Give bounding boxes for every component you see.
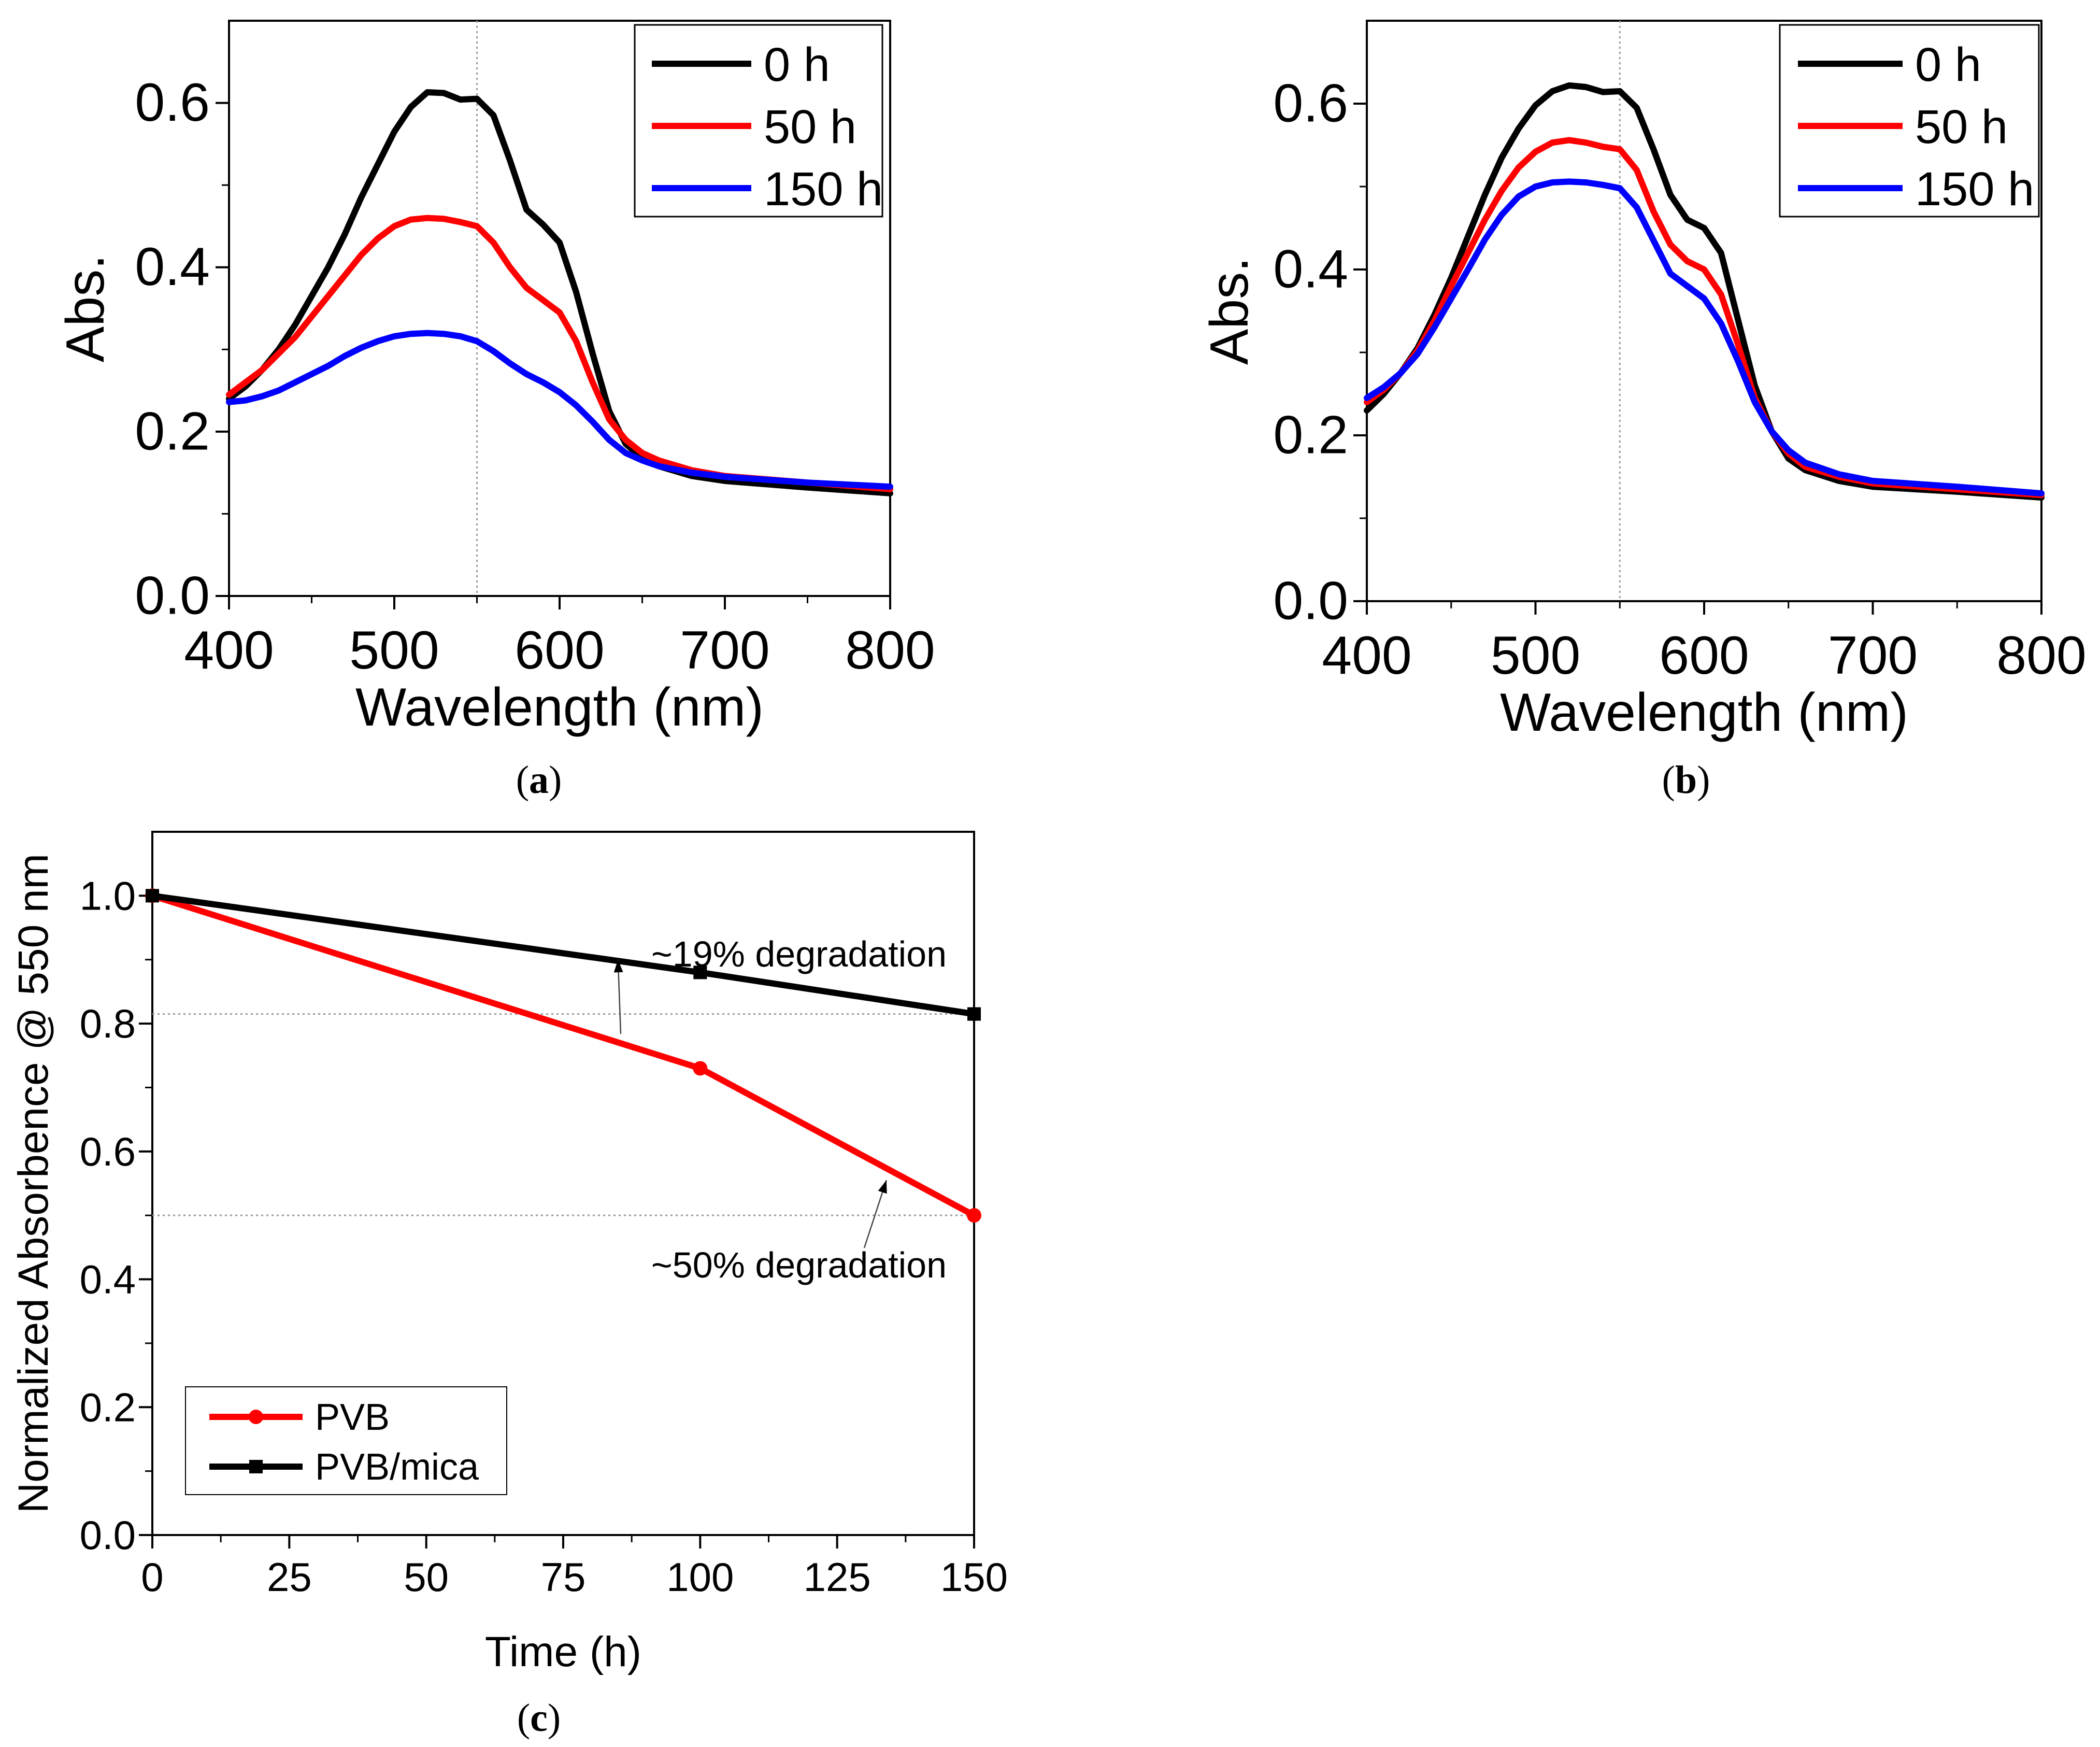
legend-box [1779,24,2040,218]
caption-paren: ) [1697,758,1710,802]
panel-caption: (c) [517,1696,561,1740]
caption-letter: a [529,758,549,802]
y-tick-label: 0.4 [1273,239,1348,300]
y-tick-label: 0.2 [135,401,210,461]
y-tick-label: 0.8 [80,1001,136,1046]
panel-a-chart: 400 500 600 700 800 0.0 0.2 0.4 0.6 Wavelength (n… [55,20,935,802]
x-tick-label: 150 [940,1554,1008,1600]
legend-marker [249,1410,263,1424]
x-tick-label: 125 [804,1554,871,1600]
panel-caption: (a) [516,758,562,802]
x-tick-label: 0 [141,1554,163,1600]
legend-label: 50 h [764,101,856,153]
caption-letter: b [1675,758,1697,802]
y-tick-label: 0.6 [135,73,210,133]
panel-b-chart: 400 500 600 700 800 0.0 0.2 0.4 0.6 Wavelength (n… [1199,20,2087,802]
y-tick-label: 0.0 [1273,571,1348,631]
y-axis-title: Normalized Absorbence @ 550 nm [10,854,57,1513]
caption-paren: ) [549,758,562,802]
data-point [146,889,159,903]
x-tick-label: 25 [267,1554,312,1600]
data-point [693,1061,708,1076]
y-tick-label: 0.6 [80,1129,136,1174]
annotation-arrowhead [878,1180,887,1194]
x-tick-label: 100 [666,1554,734,1600]
y-tick-label: 0.4 [135,237,210,297]
y-tick-label: 0.4 [80,1257,136,1302]
x-tick-label: 800 [1996,626,2087,686]
y-axis-title: Abs. [1199,257,1260,365]
legend-label: 50 h [1915,101,2008,153]
legend-label: PVB [315,1397,390,1438]
x-tick-label: 500 [349,620,439,680]
x-tick-label: 600 [515,620,605,680]
legend-marker [249,1460,263,1473]
panel-c-chart: 0 25 50 75 100 125 150 0.0 0.2 0.4 0.6 0.8 1.0 Time (… [10,831,1008,1740]
series-line-150-h [1364,178,2045,496]
data-point [967,1208,981,1223]
caption-paren: ( [517,1696,530,1740]
data-point [967,1007,981,1021]
y-tick-label: 0.2 [80,1384,136,1430]
annotation-arrowhead [613,959,623,973]
legend-label: 0 h [1915,38,1981,91]
y-tick-label: 0.0 [80,1512,136,1558]
x-tick-label: 400 [1322,626,1412,686]
x-tick-label: 600 [1659,626,1749,686]
x-tick-label: 800 [845,620,935,680]
x-tick-label: 50 [404,1554,449,1600]
caption-paren: ( [516,758,529,802]
y-axis-title: Abs. [55,254,116,362]
legend-box [185,1386,507,1495]
caption-letter: c [530,1696,548,1740]
x-tick-label: 75 [541,1554,586,1600]
panel-caption: (b) [1662,758,1710,802]
series-line-150-h [226,330,893,490]
legend-label: 150 h [1915,163,2034,216]
annotation-text: ~50% degradation [651,1245,947,1285]
x-tick-label: 500 [1491,626,1581,686]
data-point [693,965,707,979]
y-tick-label: 0.0 [135,566,210,626]
x-axis-title: Wavelength (nm) [355,677,764,737]
series-line-50-h [226,215,893,492]
x-tick-label: 700 [1828,626,1918,686]
y-tick-label: 0.6 [1273,74,1348,134]
x-tick-label: 400 [184,620,274,680]
caption-paren: ( [1662,758,1675,802]
legend-label: 0 h [764,38,830,91]
y-tick-label: 0.2 [1273,405,1348,465]
caption-paren: ) [548,1696,561,1740]
y-tick-label: 1.0 [80,873,136,918]
x-axis-title: Wavelength (nm) [1500,683,1908,743]
legend-box [634,24,883,218]
legend-label: 150 h [764,163,883,216]
x-tick-label: 700 [680,620,770,680]
x-axis-title: Time (h) [485,1628,641,1675]
annotation-text: ~19% degradation [651,934,947,974]
legend-label: PVB/mica [315,1446,479,1488]
series-line-0-h [1364,82,2045,501]
